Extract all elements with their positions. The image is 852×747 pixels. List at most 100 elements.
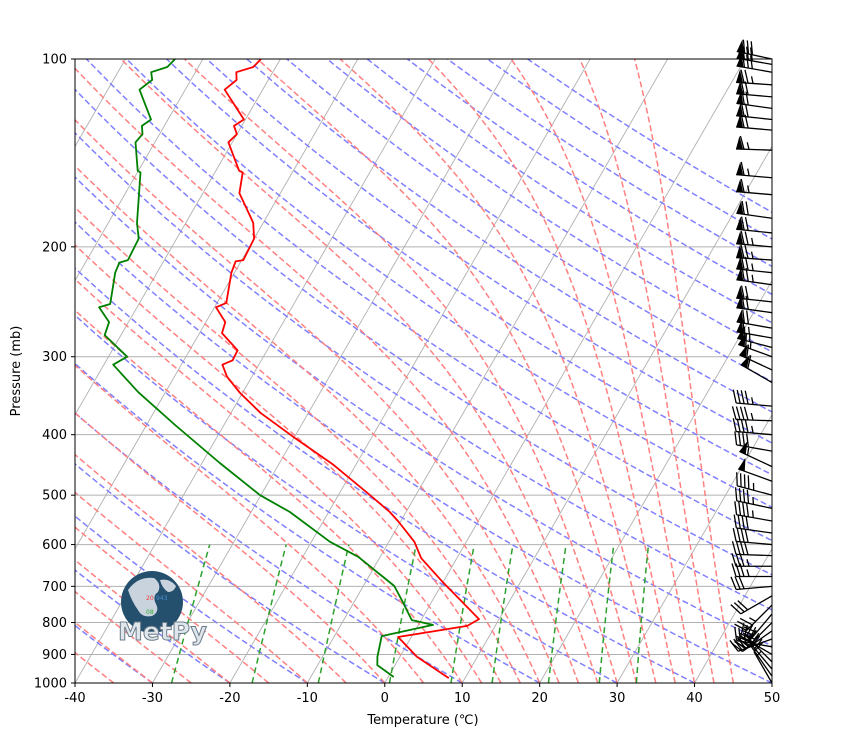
moist-adiabat: [635, 59, 734, 683]
moist-adiabat: [257, 59, 636, 683]
barb-full: [743, 503, 745, 516]
x-tick-label: 50: [764, 691, 781, 706]
barb-full: [733, 418, 736, 431]
moist-adiabats: [0, 59, 733, 683]
isotherm: [0, 59, 48, 683]
dry-adiabat: [367, 59, 852, 683]
dry-adiabat: [488, 59, 852, 683]
mixing-ratio-line: [318, 545, 349, 683]
dry-adiabat: [0, 59, 695, 683]
barb-full: [744, 542, 748, 555]
barb-half: [752, 76, 754, 83]
barb-full: [743, 489, 744, 503]
mixing-ratio-line: [451, 545, 474, 683]
barb-full: [746, 202, 748, 215]
y-tick-label: 500: [42, 489, 67, 504]
y-axis-label: Pressure (mb): [9, 326, 24, 417]
barb-full: [745, 70, 748, 83]
dry-adiabat: [447, 59, 852, 683]
barb-shaft: [741, 596, 772, 614]
barb-half: [752, 275, 753, 282]
wind-barb: [736, 217, 772, 233]
barb-full: [747, 503, 749, 516]
barb-full: [744, 407, 748, 420]
barb-full: [737, 390, 740, 403]
logo-number: 943: [156, 595, 168, 602]
barb-full: [733, 528, 736, 541]
barb-half: [749, 618, 755, 622]
barb-half: [748, 448, 749, 455]
moist-adiabat: [18, 59, 559, 683]
barb-full: [745, 231, 748, 244]
x-tick-label: 30: [609, 691, 626, 706]
barb-full: [737, 528, 740, 541]
barb-half: [747, 569, 749, 576]
dry-adiabat: [0, 59, 772, 683]
isotherm: [230, 59, 590, 683]
logo-number: 08: [146, 609, 154, 616]
moist-adiabat: [0, 59, 462, 683]
x-tick-label: -20: [219, 691, 240, 706]
moist-adiabat: [580, 59, 714, 683]
wind-barb: [736, 231, 772, 247]
barb-full: [739, 502, 741, 515]
dry-adiabat: [167, 59, 852, 683]
dry-adiabat: [0, 59, 462, 683]
x-tick-label: 0: [381, 691, 389, 706]
dry-adiabat: [0, 59, 617, 683]
barb-half: [750, 342, 751, 349]
dry-adiabat: [528, 59, 852, 683]
y-tick-label: 900: [42, 648, 67, 663]
y-tick-label: 400: [42, 428, 67, 443]
barb-full: [735, 431, 737, 444]
barb-shaft: [749, 614, 772, 642]
barb-full: [740, 407, 744, 420]
y-tick-label: 800: [42, 616, 67, 631]
barb-full: [733, 390, 736, 403]
y-tick-label: 700: [42, 580, 67, 595]
barb-full: [747, 490, 748, 504]
y-tick-label: 1000: [34, 677, 67, 692]
barb-shaft: [737, 486, 772, 495]
logo-text: MetPy: [118, 617, 207, 646]
isotherm: [617, 59, 852, 683]
barb-full: [741, 390, 744, 403]
x-tick-label: 20: [531, 691, 548, 706]
barb-full: [741, 529, 744, 542]
wind-barb: [736, 162, 772, 178]
wind-barb: [732, 563, 772, 576]
barb-full: [746, 217, 749, 230]
x-axis-label: Temperature (℃): [366, 713, 478, 728]
barb-shaft: [736, 403, 772, 406]
x-tick-label: -10: [297, 691, 318, 706]
barb-full: [739, 432, 741, 445]
dry-adiabat: [287, 59, 852, 683]
wind-barb: [738, 458, 772, 482]
barb-half: [748, 169, 749, 176]
logo-number: 20: [146, 595, 154, 602]
x-tick-label: -30: [142, 691, 163, 706]
barb-flag: [737, 39, 744, 53]
barb-half: [752, 252, 754, 259]
barb-half: [753, 510, 754, 517]
isotherm: [152, 59, 512, 683]
barb-full: [745, 529, 748, 542]
x-tick-label: 10: [454, 691, 471, 706]
barb-full: [747, 311, 749, 324]
barb-full: [740, 542, 744, 555]
barb-full: [736, 487, 737, 501]
moist-adiabat: [428, 59, 675, 683]
barb-full: [732, 406, 736, 419]
x-tick-label: 40: [686, 691, 703, 706]
barb-full: [736, 541, 740, 554]
wind-barb: [733, 390, 772, 406]
barb-full: [735, 627, 737, 640]
barb-full: [738, 515, 740, 528]
moist-adiabat: [0, 59, 520, 683]
mixing-ratio-line: [252, 545, 286, 683]
barb-half: [747, 142, 749, 149]
barb-full: [732, 541, 736, 554]
barb-shaft: [737, 501, 772, 508]
barb-shaft: [736, 127, 772, 130]
